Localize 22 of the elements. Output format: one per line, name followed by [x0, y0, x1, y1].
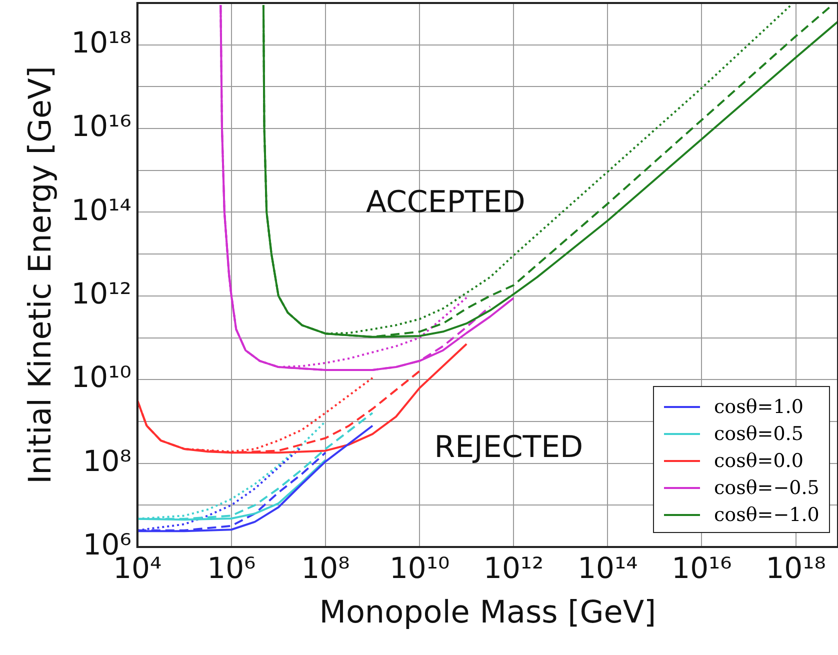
- legend-label: cosθ=−1.0: [714, 504, 820, 526]
- y-tick-label: 10¹²: [71, 276, 132, 310]
- legend-label: cosθ=−0.5: [714, 476, 820, 498]
- x-tick-label: 10¹⁸: [766, 550, 826, 585]
- x-tick-label: 10¹²: [484, 550, 544, 585]
- legend-label: cosθ=1.0: [714, 396, 804, 418]
- x-tick-label: 10⁸: [301, 550, 350, 585]
- x-tick-label: 10¹⁰: [389, 550, 450, 585]
- annotation: ACCEPTED: [366, 185, 526, 220]
- x-tick-label: 10⁶: [207, 550, 256, 585]
- x-tick-label: 10¹⁶: [672, 550, 732, 585]
- annotation: REJECTED: [434, 430, 584, 465]
- y-tick-label: 10⁸: [82, 444, 132, 478]
- y-tick-label: 10¹⁰: [71, 360, 132, 394]
- y-tick-label: 10¹⁴: [71, 192, 132, 227]
- x-axis-title: Monopole Mass [GeV]: [319, 594, 656, 630]
- y-tick-label: 10¹⁸: [71, 25, 132, 60]
- y-axis-title: Initial Kinetic Energy [GeV]: [22, 66, 59, 484]
- y-tick-label: 10¹⁶: [71, 109, 132, 144]
- legend-label: cosθ=0.5: [714, 422, 804, 444]
- x-tick-label: 10¹⁴: [578, 550, 638, 585]
- legend-label: cosθ=0.0: [714, 450, 804, 472]
